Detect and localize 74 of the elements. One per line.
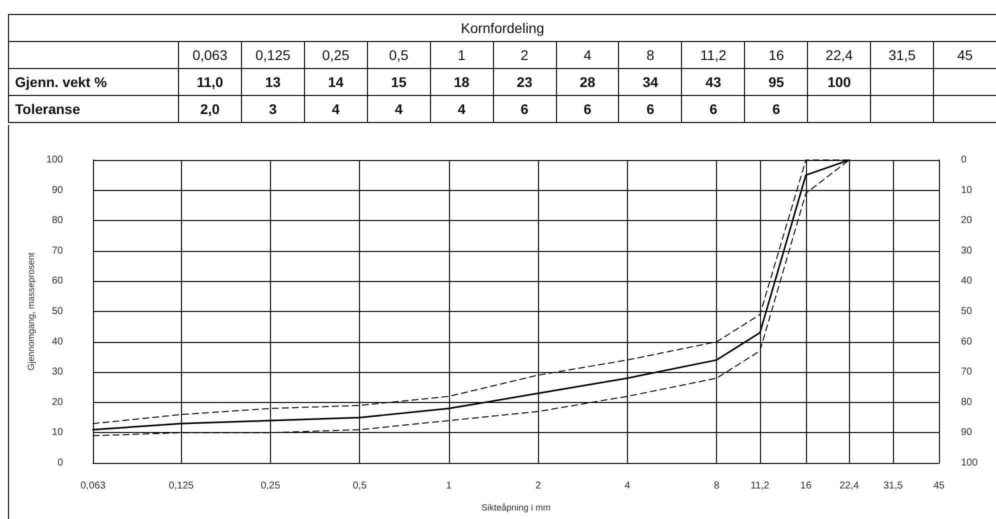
text: 4 xyxy=(458,101,466,117)
category-label: 0,5 xyxy=(368,42,431,68)
y-tick-label: 90 xyxy=(52,184,64,196)
text: 95 xyxy=(768,74,784,90)
text: 6 xyxy=(646,101,654,117)
y-tick-label: 80 xyxy=(52,215,64,226)
y-tick-label: 40 xyxy=(52,336,64,348)
text: 15 xyxy=(390,74,407,90)
text: 100 xyxy=(828,74,851,90)
category-label: 22,4 xyxy=(808,42,872,68)
text: 6 xyxy=(709,101,718,117)
category-label: 0,063 xyxy=(179,42,242,68)
text: 28 xyxy=(580,74,596,90)
y2-tick-label: 50 xyxy=(961,306,973,317)
y2-tick-label: 60 xyxy=(961,336,973,348)
x-tick-label: 4 xyxy=(624,480,631,492)
x-tick-label: 11,2 xyxy=(750,480,770,492)
text: Kornfordeling xyxy=(9,15,996,42)
y2-tick-label: 90 xyxy=(961,427,973,438)
y2-tick-label: 40 xyxy=(961,276,973,287)
category-label: 0,25 xyxy=(304,42,368,68)
y2-tick-label: 70 xyxy=(961,366,973,378)
text: 6 xyxy=(520,101,528,117)
text: 6 xyxy=(584,101,592,117)
text: 6 xyxy=(772,101,780,117)
y2-tick-label: 30 xyxy=(961,245,973,256)
y-tick-label: 50 xyxy=(52,306,64,317)
y2-tick-label: 10 xyxy=(961,184,973,196)
category-label: 4 xyxy=(556,42,620,68)
category-label: 1 xyxy=(430,42,494,68)
y-tick-label: 0 xyxy=(57,458,64,468)
x-tick-label: 45 xyxy=(933,480,945,492)
y2-tick-label: 0 xyxy=(961,154,967,166)
x-tick-label: 0,063 xyxy=(80,480,106,492)
text: 2,0 xyxy=(200,101,220,117)
category-label: 11,2 xyxy=(682,42,746,68)
text: 14 xyxy=(328,74,344,90)
category-label: 31,5 xyxy=(871,42,934,68)
text: 3 xyxy=(268,101,277,117)
text: 13 xyxy=(265,74,281,90)
x-tick-label: 2 xyxy=(535,480,542,492)
x-axis-title: Sikteåpning i mm xyxy=(481,502,551,512)
y-tick-label: 20 xyxy=(52,396,64,408)
x-tick-label: 0,125 xyxy=(168,480,194,492)
y-axis-title: Gjennomgang, masseprosent xyxy=(26,252,36,371)
y2-tick-label: 100 xyxy=(961,458,978,468)
category-label: 45 xyxy=(934,42,996,68)
x-tick-label: 22,4 xyxy=(839,480,860,492)
text: 18 xyxy=(454,74,470,90)
x-tick-label: 16 xyxy=(800,480,812,492)
y-tick-label: 30 xyxy=(52,366,64,378)
y-tick-label: 70 xyxy=(52,245,64,256)
text: 34 xyxy=(642,74,658,90)
text: 4 xyxy=(394,101,403,117)
category-label: Toleranse xyxy=(15,101,80,117)
x-tick-label: 8 xyxy=(714,480,720,492)
x-tick-label: 0,25 xyxy=(260,480,281,492)
text: 4 xyxy=(332,101,340,117)
category-label: Gjenn. vekt % xyxy=(15,74,107,90)
y2-tick-label: 80 xyxy=(961,396,973,408)
x-tick-label: 1 xyxy=(446,480,452,492)
y-tick-label: 10 xyxy=(52,427,64,438)
category-label: 0,125 xyxy=(242,42,305,68)
text: 11,0 xyxy=(196,74,224,90)
category-label: 16 xyxy=(745,42,808,68)
x-tick-label: 31,5 xyxy=(883,480,904,492)
category-label: 2 xyxy=(494,42,557,68)
x-tick-label: 0,5 xyxy=(352,480,368,492)
category-label: 8 xyxy=(619,42,682,68)
text: 23 xyxy=(516,74,532,90)
y-tick-label: 100 xyxy=(46,154,64,166)
y2-tick-label: 20 xyxy=(961,215,973,226)
y-tick-label: 60 xyxy=(52,276,64,287)
text: 43 xyxy=(706,74,722,90)
